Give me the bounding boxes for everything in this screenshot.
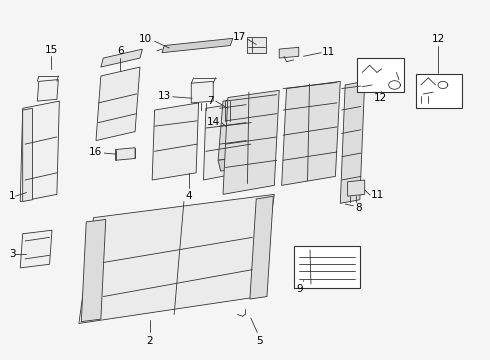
Text: 15: 15	[45, 45, 58, 55]
Text: 12: 12	[431, 35, 444, 44]
Polygon shape	[152, 103, 198, 180]
Text: 17: 17	[233, 32, 246, 42]
Text: 1: 1	[9, 191, 16, 201]
Polygon shape	[23, 108, 32, 202]
Polygon shape	[250, 196, 273, 299]
Polygon shape	[347, 180, 365, 196]
Polygon shape	[218, 98, 247, 160]
Bar	[357, 58, 404, 92]
Text: 5: 5	[256, 336, 263, 346]
Polygon shape	[162, 39, 233, 53]
Polygon shape	[279, 47, 299, 58]
Text: 12: 12	[374, 93, 388, 103]
Text: 2: 2	[147, 336, 153, 346]
Text: 11: 11	[371, 190, 384, 200]
Polygon shape	[223, 90, 279, 194]
Polygon shape	[37, 80, 58, 101]
Polygon shape	[81, 220, 106, 321]
Text: 10: 10	[139, 35, 152, 44]
Polygon shape	[20, 230, 52, 268]
Text: 8: 8	[355, 203, 362, 213]
Polygon shape	[116, 148, 135, 160]
Polygon shape	[79, 194, 274, 323]
Polygon shape	[191, 81, 213, 103]
Text: 3: 3	[9, 248, 16, 258]
Bar	[247, 37, 266, 53]
Text: 6: 6	[117, 46, 123, 56]
Text: 11: 11	[322, 46, 336, 57]
Polygon shape	[282, 81, 340, 185]
Polygon shape	[96, 67, 140, 140]
Polygon shape	[218, 121, 240, 140]
Bar	[294, 246, 360, 288]
Text: 13: 13	[157, 91, 171, 102]
Text: 9: 9	[296, 284, 303, 294]
Polygon shape	[218, 157, 247, 171]
Polygon shape	[203, 101, 252, 180]
Text: 4: 4	[186, 192, 192, 202]
Polygon shape	[340, 81, 365, 203]
Text: 14: 14	[206, 117, 220, 127]
Text: 7: 7	[207, 96, 213, 106]
Text: 16: 16	[89, 147, 102, 157]
Polygon shape	[101, 49, 143, 67]
Polygon shape	[20, 101, 59, 202]
Bar	[416, 74, 463, 108]
